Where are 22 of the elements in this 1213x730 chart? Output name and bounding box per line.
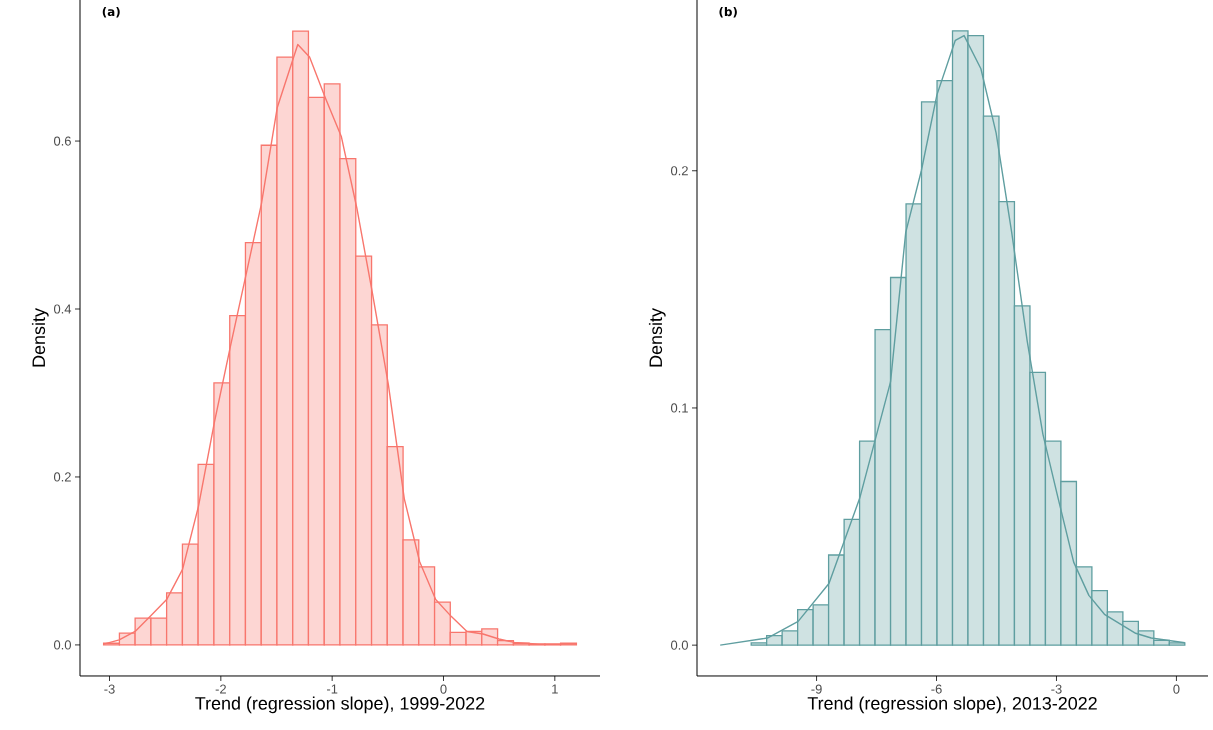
- x-tick-label: 0: [1173, 684, 1180, 694]
- x-tick-label: 1: [552, 684, 558, 694]
- x-tick-label: -1: [326, 684, 338, 694]
- y-axis-title: Density: [31, 308, 49, 367]
- y-tick-label: 0.6: [53, 136, 71, 146]
- annotation: (a): [102, 6, 120, 18]
- y-tick-label: 0.2: [670, 166, 688, 176]
- x-axis-title: Trend (regression slope), 1999-2022: [195, 696, 485, 714]
- y-tick-label: 0.2: [53, 472, 71, 482]
- x-tick-label: 0: [440, 684, 447, 694]
- y-tick-label: 0.0: [670, 640, 688, 650]
- y-tick-label: 0.0: [53, 640, 71, 650]
- x-axis-title: Trend (regression slope), 2013-2022: [807, 696, 1097, 714]
- y-axis-title: Density: [648, 308, 666, 367]
- y-tick-label: 0.4: [53, 304, 72, 314]
- annotation: (b): [719, 6, 737, 18]
- x-tick-label: -9: [811, 684, 822, 694]
- x-tick-label: -6: [931, 684, 942, 694]
- y-tick-label: 0.1: [670, 403, 688, 413]
- x-tick-label: -3: [1051, 684, 1062, 694]
- x-tick-label: -2: [215, 684, 226, 694]
- x-tick-label: -3: [104, 684, 115, 694]
